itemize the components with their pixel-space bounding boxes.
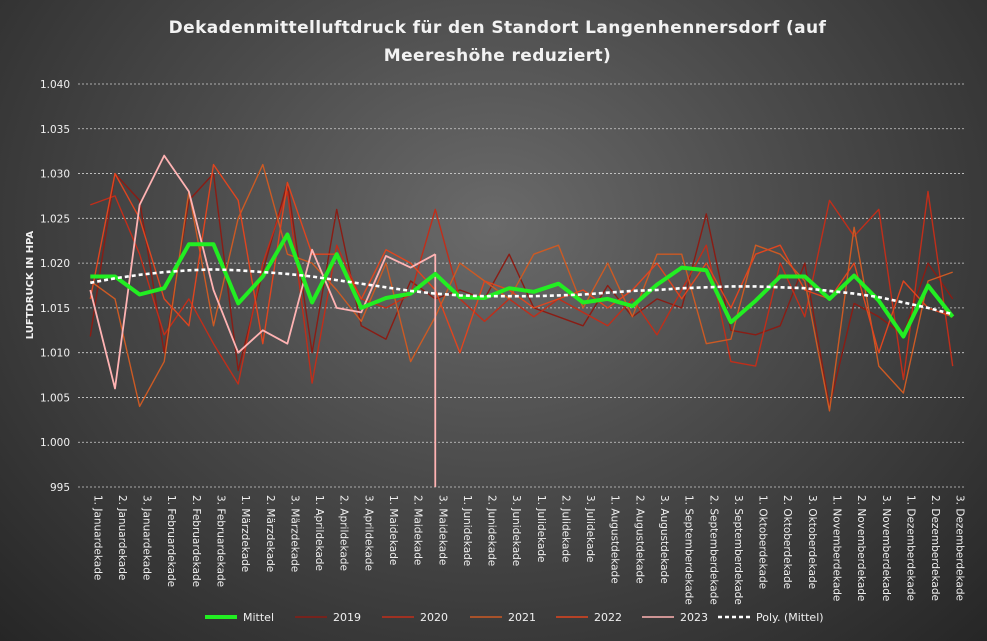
y-tick-label: 995 (50, 482, 70, 494)
y-tick-label: 1.000 (40, 437, 70, 449)
x-tick-label: 3. Aprildekade (362, 495, 374, 571)
x-tick-label: 3. Maidekade (436, 495, 448, 565)
x-tick-label: 3. Julidekade (584, 495, 596, 563)
legend-label: 2020 (420, 611, 448, 624)
chart-title: Dekadenmittelluftdruck für den Standort … (168, 18, 827, 66)
series-line-2020 (90, 190, 954, 385)
x-tick-label: 1. Februardekade (165, 495, 177, 587)
y-tick-label: 1.040 (40, 79, 70, 91)
x-tick-label: 3. Dezemberdekade (954, 495, 966, 601)
x-tick-label: 1. Januardekade (91, 495, 103, 580)
y-tick-label: 1.025 (40, 213, 70, 225)
series-line-2022 (89, 163, 953, 354)
legend-label: Poly. (Mittel) (756, 611, 824, 624)
x-tick-label: 3. Februardekade (215, 495, 227, 587)
series-line-poly-mittel (90, 268, 954, 316)
x-tick-label: 1. Dezemberdekade (904, 495, 916, 601)
legend-label: 2021 (508, 611, 536, 624)
x-tick-label: 1. Aprildekade (313, 495, 325, 571)
x-tick-label: 2. Oktoberdekade (781, 495, 793, 589)
x-tick-label: 2. Januardekade (116, 495, 128, 580)
x-tick-label: 2. Septemberdekade (707, 495, 719, 605)
x-tick-label: 3. Januardekade (141, 495, 153, 580)
y-tick-label: 1.035 (40, 124, 70, 136)
x-tick-label: 3. Novemberdekade (880, 495, 892, 601)
y-tick-label: 1.005 (40, 392, 70, 404)
x-tick-label: 2. Augustdekade (633, 495, 645, 584)
x-tick-label: 2. Junidekade (486, 495, 498, 566)
x-tick-label: 1. Märzdekade (239, 495, 251, 572)
x-tick-label: 1. Julidekade (535, 495, 547, 563)
series-line-2019 (89, 172, 954, 408)
x-tick-label: 3. Junidekade (510, 495, 522, 566)
x-tick-label: 2. Julidekade (559, 495, 571, 563)
series-line-2021 (89, 163, 953, 412)
x-tick-label: 1. Novemberdekade (830, 495, 842, 601)
series-line-2023 (89, 154, 436, 390)
legend-label: 2019 (333, 611, 361, 624)
x-tick-label: 1. Augustdekade (609, 495, 621, 584)
legend-label: Mittel (243, 611, 274, 624)
x-tick-label: 1. Maidekade (387, 495, 399, 565)
x-tick-label: 3. Septemberdekade (732, 495, 744, 605)
x-tick-label: 2. Märzdekade (264, 495, 276, 572)
x-tick-label: 2. Novemberdekade (855, 495, 867, 601)
x-tick-label: 1. Junidekade (461, 495, 473, 566)
x-tick-label: 2. Februardekade (190, 495, 202, 587)
legend-label: 2022 (594, 611, 622, 624)
y-tick-label: 1.020 (40, 258, 70, 270)
y-axis-label: LUFTDRUCK IN HPA (25, 230, 36, 339)
x-tick-label: 3. Oktoberdekade (806, 495, 818, 589)
x-tick-label: 3. Augustdekade (658, 495, 670, 584)
x-tick-label: 1. Oktoberdekade (757, 495, 769, 589)
series-line-mittel (90, 232, 955, 339)
legend-label: 2023 (680, 611, 708, 624)
x-tick-label: 2. Dezemberdekade (929, 495, 941, 601)
x-tick-label: 3. Märzdekade (288, 495, 300, 572)
y-tick-label: 1.030 (40, 169, 70, 181)
x-tick-label: 2. Aprildekade (338, 495, 350, 571)
x-tick-label: 2. Maidekade (412, 495, 424, 565)
y-tick-label: 1.010 (40, 348, 70, 360)
x-tick-label: 1. Septemberdekade (683, 495, 695, 605)
y-tick-label: 1.015 (40, 303, 70, 315)
